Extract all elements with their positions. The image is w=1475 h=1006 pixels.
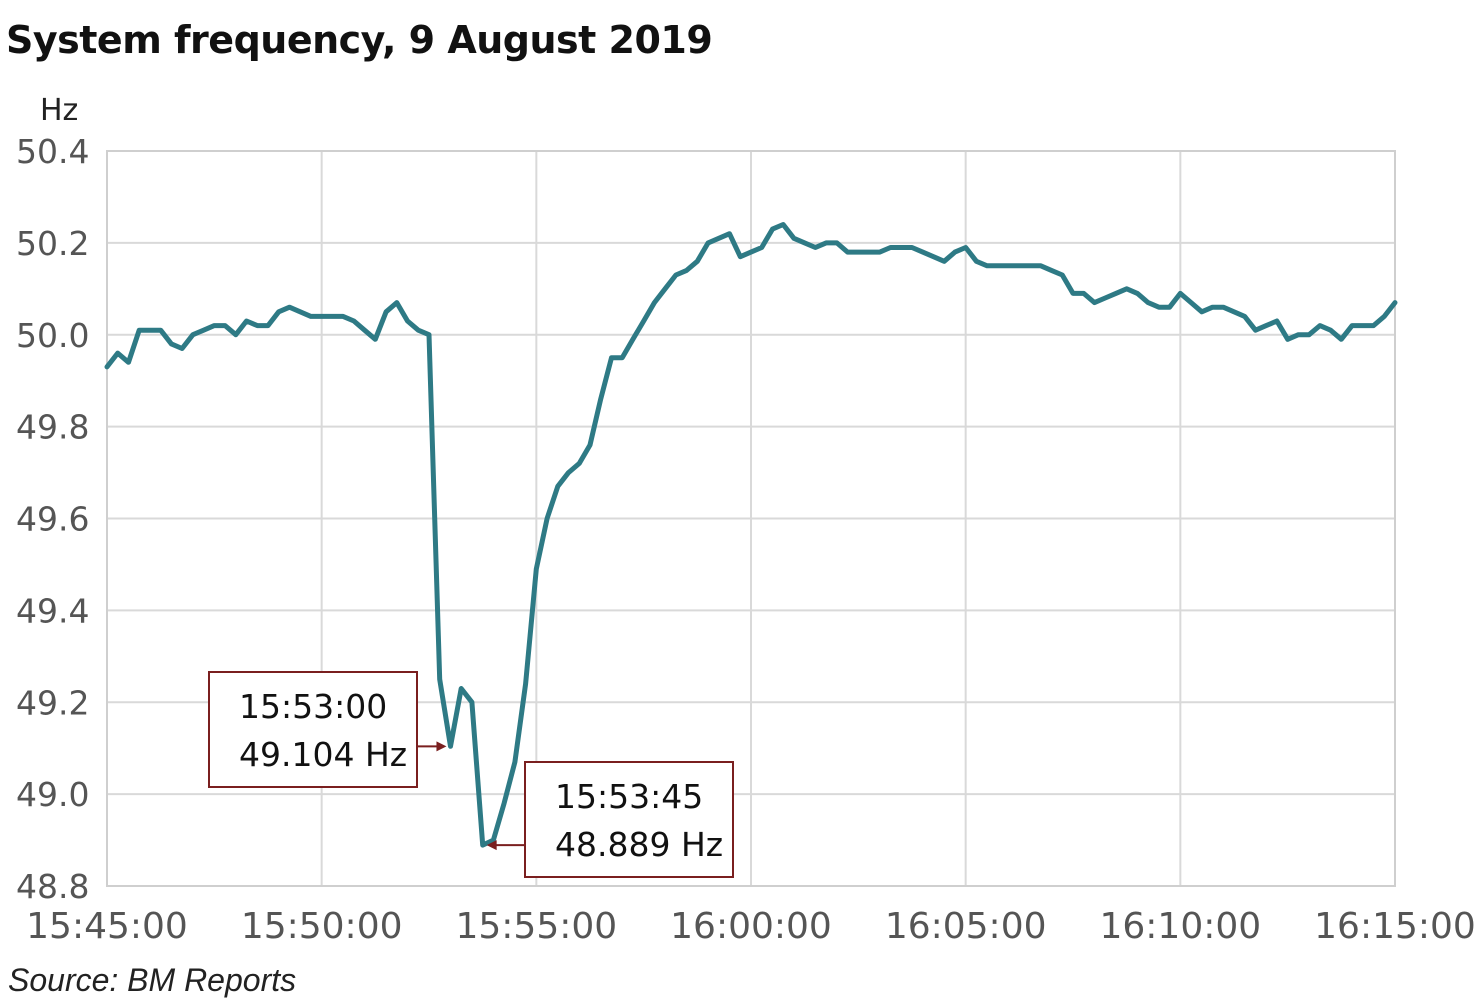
- x-tick-label: 15:55:00: [455, 906, 617, 947]
- annotation-value: 48.889 Hz: [555, 825, 723, 864]
- annotation-arrowhead: [486, 840, 497, 851]
- x-tick-label: 16:00:00: [670, 906, 832, 947]
- chart-annotations: 15:53:00 49.104 Hz 15:53:45 48.889 Hz: [208, 671, 734, 878]
- frequency-series-line: [104, 222, 1398, 848]
- annotation-box: [524, 761, 734, 878]
- y-tick-label: 50.2: [16, 224, 89, 263]
- x-axis-ticks: 15:45:00 15:50:00 15:55:00 16:00:00 16:05:00…: [26, 906, 1475, 947]
- y-tick-label: 49.0: [16, 775, 89, 814]
- annotation-0: 15:53:00 49.104 Hz: [208, 671, 447, 788]
- x-tick-label: 16:15:00: [1314, 906, 1475, 947]
- chart-title: System frequency, 9 August 2019: [6, 18, 713, 62]
- y-tick-label: 48.8: [16, 867, 89, 906]
- chart-source: Source: BM Reports: [8, 962, 297, 998]
- x-tick-label: 16:10:00: [1099, 906, 1261, 947]
- x-tick-label: 15:50:00: [241, 906, 403, 947]
- x-tick-label: 15:45:00: [26, 906, 188, 947]
- y-tick-label: 50.4: [16, 132, 89, 171]
- y-tick-label: 49.4: [16, 591, 89, 630]
- y-axis-ticks: 48.8 49.0 49.2 49.4 49.6 49.8 50.0 50.2 50.4: [16, 132, 89, 906]
- plot-frame: [106, 150, 1396, 887]
- y-tick-label: 49.2: [16, 683, 89, 722]
- annotation-time: 15:53:00: [239, 687, 387, 726]
- annotation-arrowhead: [436, 741, 447, 752]
- annotation-time: 15:53:45: [555, 777, 703, 816]
- y-tick-label: 49.6: [16, 500, 89, 539]
- annotation-1: 15:53:45 48.889 Hz: [486, 761, 734, 878]
- y-tick-label: 49.8: [16, 408, 89, 447]
- x-tick-label: 16:05:00: [885, 906, 1047, 947]
- annotation-box: [208, 671, 418, 788]
- y-tick-label: 50.0: [16, 316, 89, 355]
- annotation-value: 49.104 Hz: [239, 735, 407, 774]
- y-axis-unit-label: Hz: [40, 93, 78, 128]
